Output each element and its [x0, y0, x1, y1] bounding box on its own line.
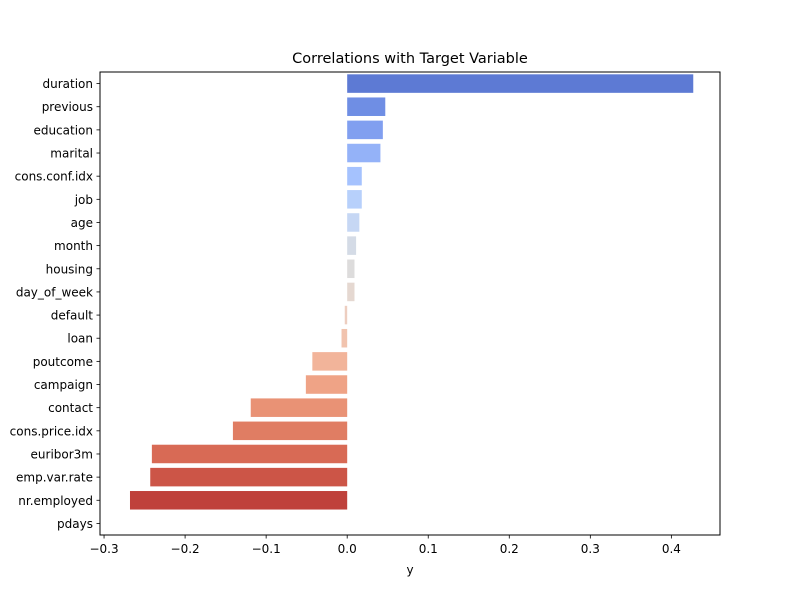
bar-loan [341, 328, 348, 348]
bar-euribor3m [151, 444, 348, 464]
bar-campaign [305, 375, 348, 394]
bar-emp-var-rate [150, 467, 348, 487]
category-label: month [54, 239, 93, 253]
bar-previous [347, 97, 386, 116]
category-label: emp.var.rate [16, 471, 93, 485]
category-label: contact [48, 401, 93, 415]
category-label: cons.price.idx [10, 424, 93, 438]
category-label: duration [43, 77, 94, 91]
bar-cons-conf-idx [347, 166, 362, 186]
x-tick-label: −0.3 [89, 542, 118, 556]
x-axis-title: y [406, 563, 413, 577]
category-label: nr.employed [18, 494, 93, 508]
x-tick-label: 0.3 [581, 542, 600, 556]
bar-age [347, 213, 360, 232]
bar-contact [250, 398, 348, 417]
bar-education [347, 120, 383, 140]
category-label: day_of_week [16, 285, 93, 299]
x-tick-label: −0.1 [252, 542, 281, 556]
category-label: marital [50, 147, 93, 161]
plot-frame [99, 71, 721, 536]
x-tick-label: −0.2 [171, 542, 200, 556]
category-label: job [74, 193, 93, 207]
category-label: age [71, 216, 93, 230]
chart-title: Correlations with Target Variable [292, 51, 528, 67]
bar-poutcome [312, 352, 348, 371]
bar-housing [347, 259, 355, 279]
bar-default [344, 305, 348, 325]
category-label: poutcome [33, 355, 93, 369]
bar-day-of-week [347, 282, 355, 302]
category-label: previous [42, 100, 93, 114]
bar-month [347, 236, 357, 255]
x-tick-label: 0.1 [419, 542, 438, 556]
x-tick-label: 0.2 [500, 542, 519, 556]
category-label: campaign [34, 378, 93, 392]
bar-duration [347, 74, 694, 93]
category-label: loan [67, 332, 93, 346]
bar-marital [347, 143, 381, 163]
bar-job [347, 190, 362, 209]
category-label: cons.conf.idx [15, 170, 93, 184]
category-label: default [51, 309, 94, 323]
x-ticks-group: −0.3 −0.2 −0.1 0.0 0.1 0.2 0.3 0.4 [89, 535, 681, 556]
bar-nr-employed [129, 491, 348, 510]
category-label: housing [46, 262, 93, 276]
category-labels-group: duration previous education marital cons.con… [10, 77, 100, 531]
x-tick-label: 0.4 [662, 542, 681, 556]
category-label: education [33, 123, 93, 137]
bar-cons-price-idx [232, 421, 348, 441]
bars-group [129, 74, 694, 510]
x-tick-label: 0.0 [338, 542, 357, 556]
category-label: pdays [57, 517, 93, 531]
category-label: euribor3m [31, 447, 93, 461]
